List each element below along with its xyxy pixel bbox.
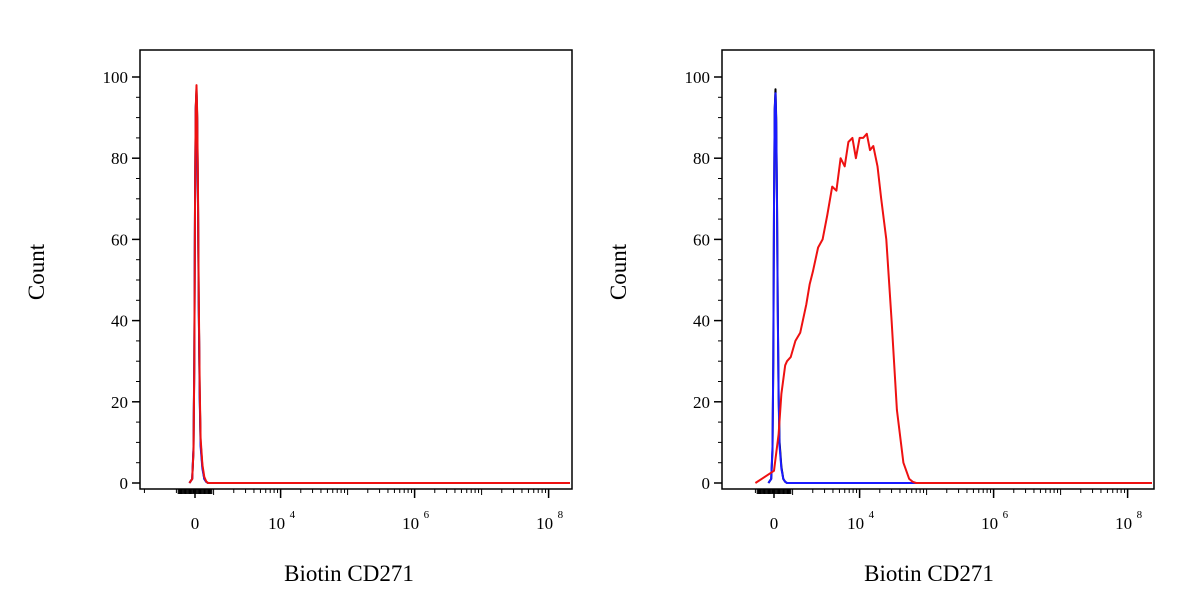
histogram-series-1 — [767, 92, 1152, 484]
y-tick-label: 20 — [111, 393, 128, 412]
x-axis-title: Biotin CD271 — [284, 561, 414, 586]
series-group — [188, 84, 570, 484]
x-tick-label: 10 — [536, 514, 553, 533]
x-tick-exponent: 8 — [558, 509, 564, 521]
x-tick-label: 10 — [847, 514, 864, 533]
x-tick-label: 10 — [402, 514, 419, 533]
y-tick-label: 80 — [111, 149, 128, 168]
y-tick-label: 80 — [693, 149, 710, 168]
x-tick-label: 0 — [191, 514, 200, 533]
y-tick-labels: 0 20 40 60 80 100 — [685, 68, 711, 493]
x-tick-labels: 0 10 4 10 6 10 8 — [770, 509, 1143, 533]
x-tick-exponent: 6 — [424, 509, 430, 521]
y-axis-title: Count — [24, 243, 49, 300]
y-tick-label: 40 — [111, 312, 128, 331]
series-group — [754, 88, 1152, 484]
histogram-series-2 — [754, 132, 1152, 484]
histogram-series-1 — [188, 92, 570, 484]
y-tick-label: 40 — [693, 312, 710, 331]
tick-marks — [132, 76, 550, 498]
plot-frame — [139, 49, 573, 490]
histogram-series-2 — [188, 84, 570, 484]
y-tick-label: 60 — [693, 230, 710, 249]
y-tick-label: 60 — [111, 230, 128, 249]
x-tick-labels: 0 10 4 10 6 10 8 — [191, 509, 564, 533]
tick-marks — [714, 76, 1129, 498]
x-tick-label: 10 — [1115, 514, 1132, 533]
plot-frame — [721, 49, 1155, 490]
x-tick-label: 10 — [268, 514, 285, 533]
y-tick-label: 0 — [702, 474, 711, 493]
x-tick-exponent: 6 — [1003, 509, 1009, 521]
x-tick-label: 0 — [770, 514, 779, 533]
x-tick-exponent: 4 — [869, 509, 875, 521]
y-tick-label: 100 — [103, 68, 129, 87]
histogram-series-0 — [188, 88, 570, 484]
x-axis-title: Biotin CD271 — [864, 561, 994, 586]
x-tick-exponent: 4 — [290, 509, 296, 521]
y-tick-labels: 0 20 40 60 80 100 — [103, 68, 129, 493]
y-tick-label: 0 — [120, 474, 129, 493]
histogram-panel-right: 0 20 40 60 80 100 0 10 4 10 6 10 8 Count Biotin CD2… — [606, 49, 1155, 586]
histogram-series-0 — [767, 88, 1152, 484]
x-tick-exponent: 8 — [1137, 509, 1143, 521]
x-tick-label: 10 — [981, 514, 998, 533]
y-axis-title: Count — [606, 243, 631, 300]
y-tick-label: 20 — [693, 393, 710, 412]
histogram-panel-left: 0 20 40 60 80 100 0 10 4 10 6 10 8 Count Biotin CD2… — [24, 49, 573, 586]
y-tick-label: 100 — [685, 68, 711, 87]
